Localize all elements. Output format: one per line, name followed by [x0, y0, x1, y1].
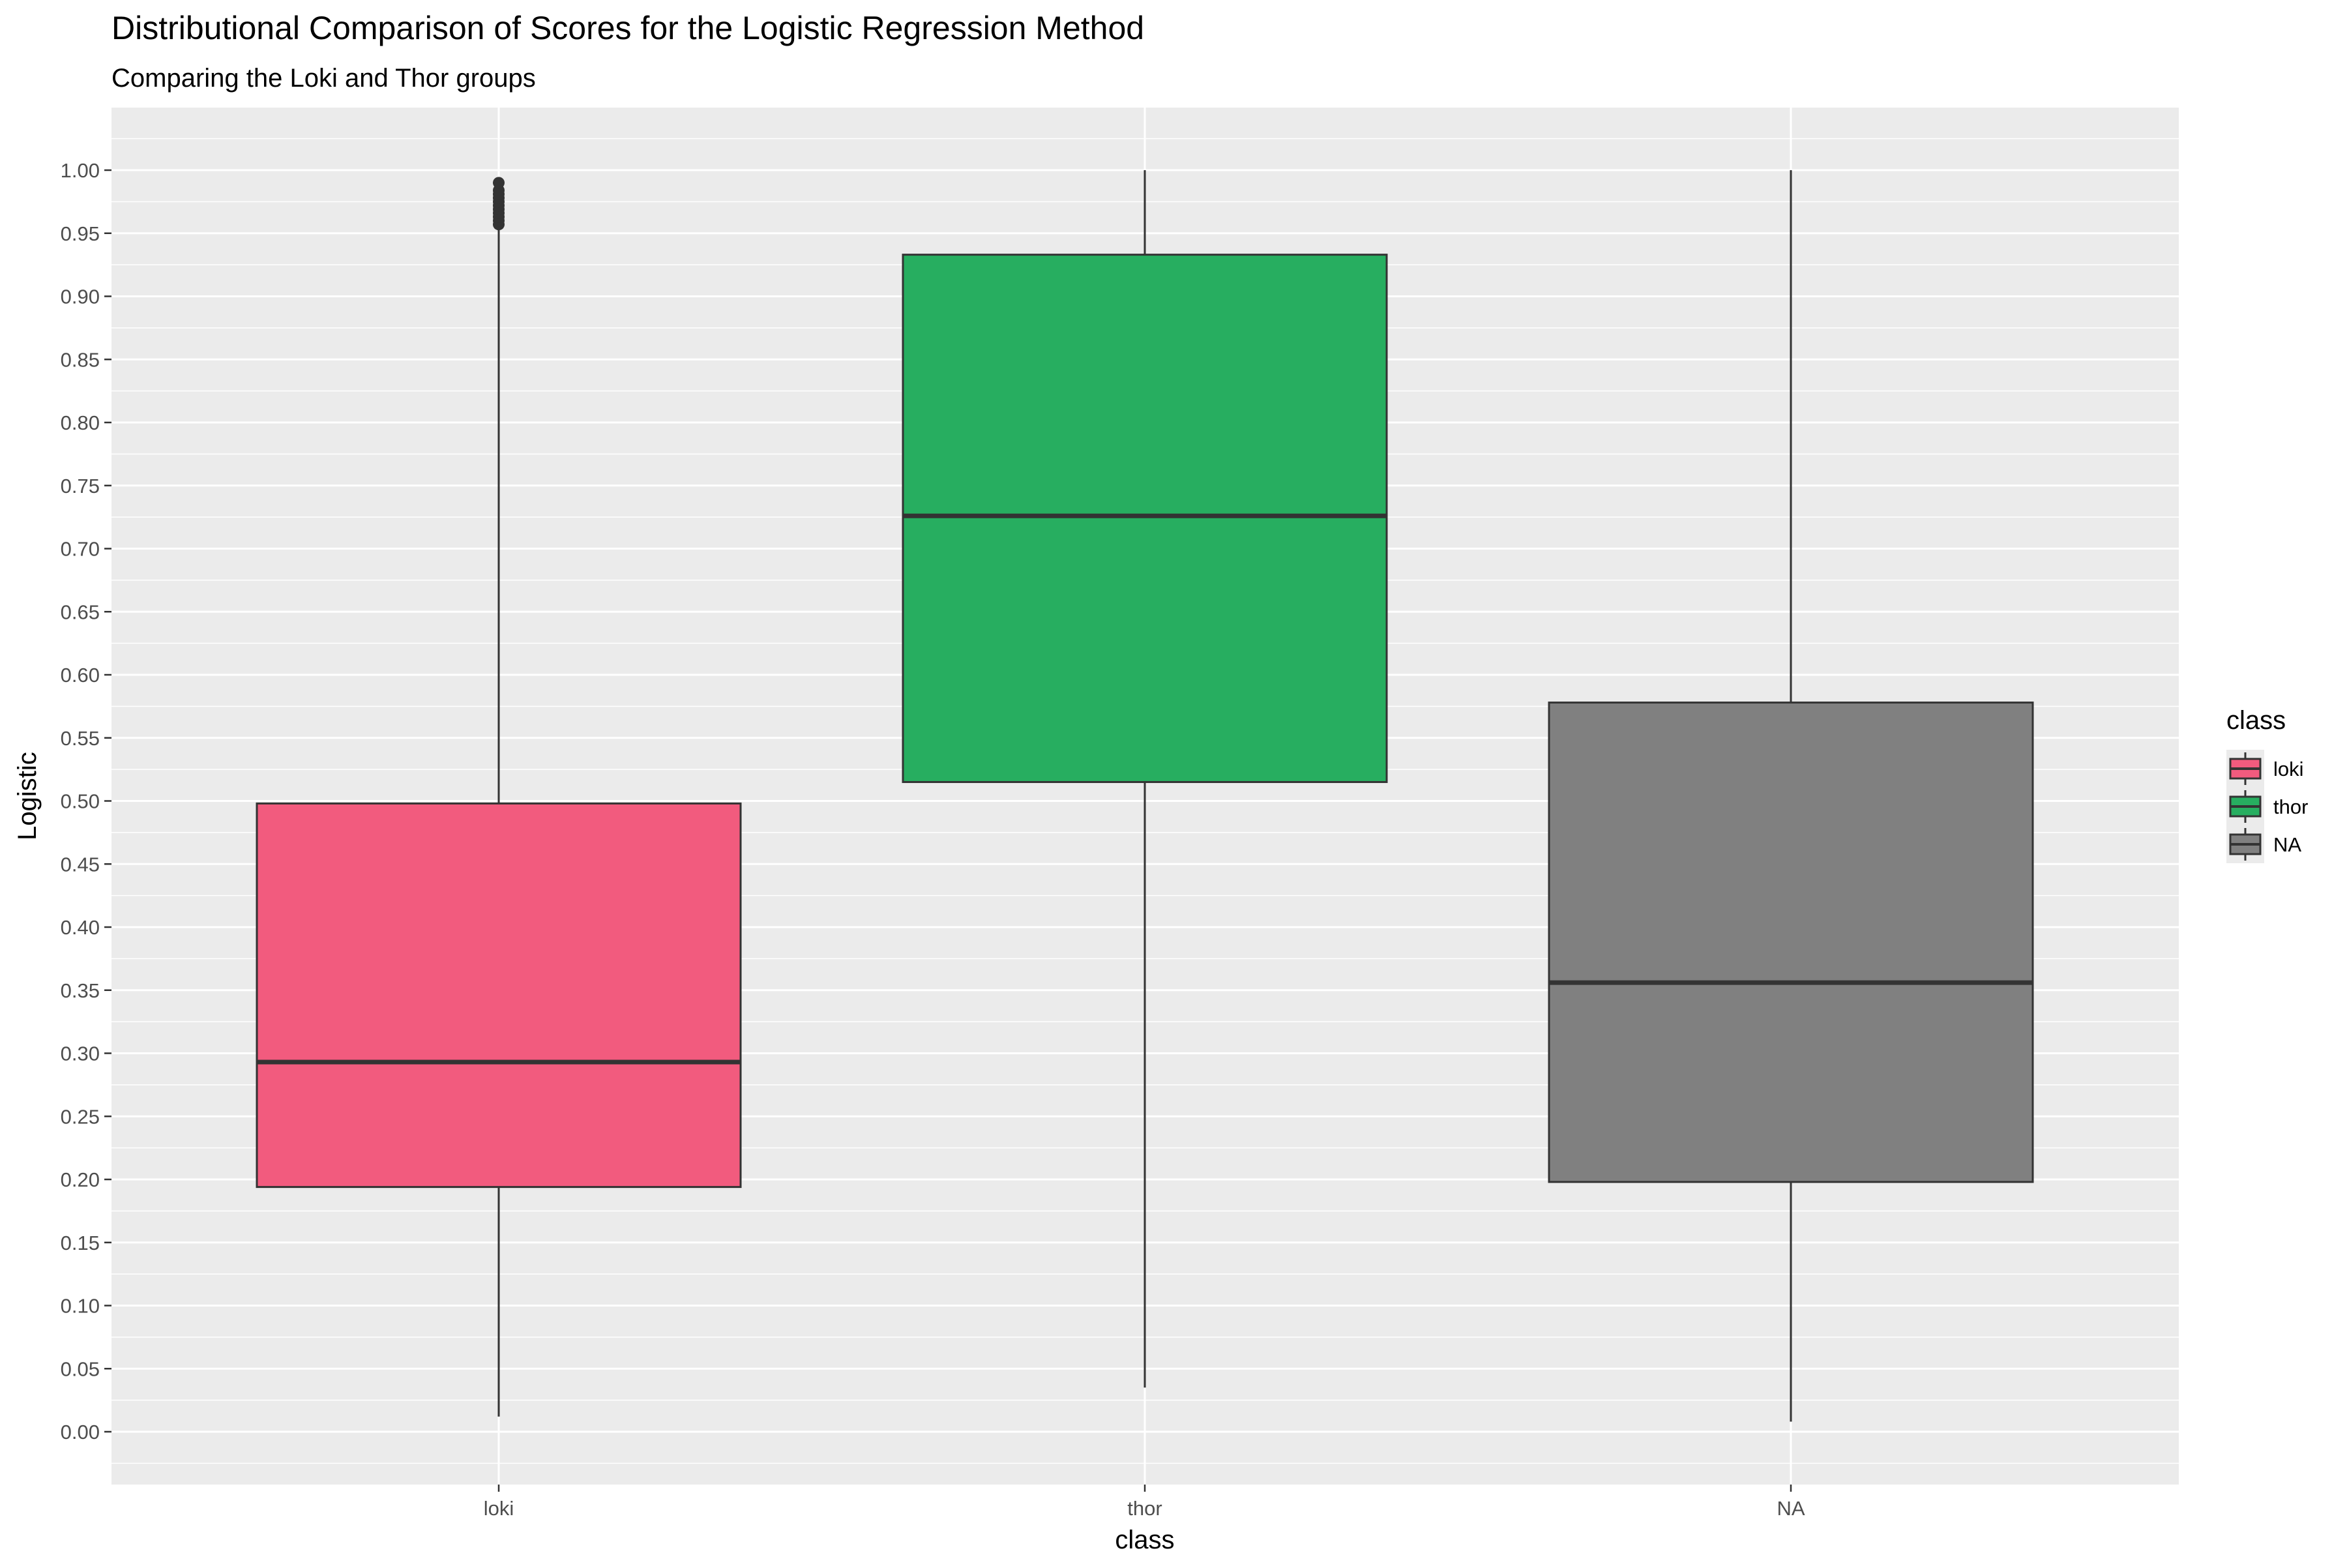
x-axis-label: class [1115, 1526, 1174, 1554]
boxes-layer [256, 170, 2034, 1422]
box-iqr [1548, 702, 2034, 1183]
y-tick-label: 0.60 [61, 664, 100, 687]
legend-item-thor: thor [2226, 788, 2308, 825]
y-tick-label: 0.50 [61, 790, 100, 813]
y-tick-label: 0.55 [61, 727, 100, 750]
y-tick-label: 0.45 [61, 853, 100, 876]
y-tick-label: 0.30 [61, 1043, 100, 1065]
box-NA [1548, 170, 2034, 1422]
y-tick-label: 0.75 [61, 475, 100, 497]
x-tick-label: loki [484, 1497, 514, 1520]
y-tick-label: 0.05 [61, 1357, 100, 1380]
y-tick-label: 0.95 [61, 222, 100, 245]
x-tick-label: thor [1127, 1497, 1162, 1520]
y-tick-label: 0.90 [61, 286, 100, 308]
legend-item-loki: loki [2226, 750, 2304, 788]
y-axis-label: Logistic [13, 752, 42, 840]
legend-label: thor [2273, 795, 2308, 818]
y-tick-label: 0.85 [61, 348, 100, 371]
box-iqr [256, 802, 742, 1189]
y-tick-label: 0.70 [61, 538, 100, 561]
box-iqr [902, 254, 1388, 783]
legend-title: class [2226, 706, 2286, 735]
outlier-point [493, 177, 505, 189]
y-tick-label: 0.15 [61, 1232, 100, 1254]
box-loki [256, 177, 742, 1417]
box-thor [902, 170, 1388, 1388]
x-axis-ticks: loki thor NA [484, 1485, 1805, 1520]
legend: class loki thor NA [2226, 706, 2308, 863]
legend-label: loki [2273, 758, 2304, 780]
y-tick-label: 0.20 [61, 1168, 100, 1191]
chart-subtitle: Comparing the Loki and Thor groups [111, 64, 536, 93]
y-tick-label: 0.65 [61, 600, 100, 623]
y-tick-label: 0.40 [61, 916, 100, 939]
y-axis-ticks: 0.00 0.05 0.10 0.15 0.20 0.25 0.30 0.35 0.40 0.45… [61, 159, 111, 1443]
y-tick-label: 0.00 [61, 1421, 100, 1443]
legend-item-NA: NA [2226, 825, 2301, 863]
y-tick-label: 0.80 [61, 411, 100, 434]
y-tick-label: 1.00 [61, 159, 100, 182]
x-tick-label: NA [1777, 1497, 1805, 1520]
y-tick-label: 0.25 [61, 1105, 100, 1128]
y-tick-label: 0.35 [61, 979, 100, 1002]
y-tick-label: 0.10 [61, 1295, 100, 1318]
chart-title: Distributional Comparison of Scores for … [111, 10, 1144, 46]
legend-label: NA [2273, 833, 2301, 856]
